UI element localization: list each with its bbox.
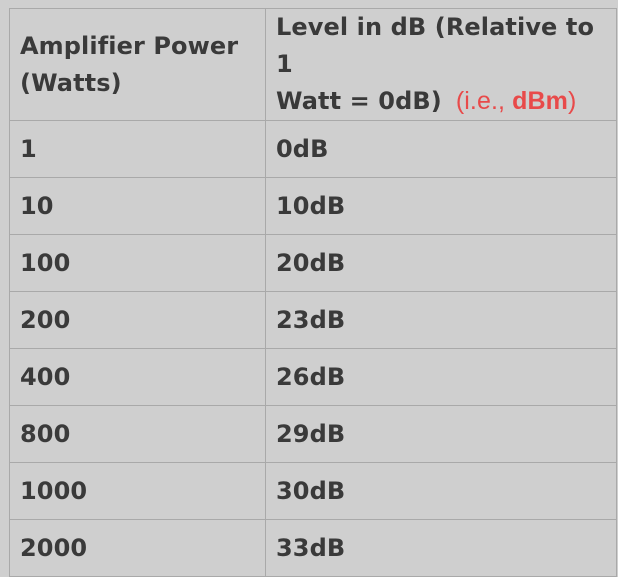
note-open: (i.e., [455,87,513,115]
table-header: Amplifier Power (Watts) Level in dB (Rel… [9,8,617,121]
table-body: 1 0dB 10 10dB 100 20dB 200 23dB 400 26dB… [9,120,617,577]
note-dbm: dBm [512,87,568,115]
table-row: 800 29dB [9,405,617,463]
dbm-note: (i.e., dBm) [456,87,577,115]
level-cell: 23dB [265,291,617,349]
table-row: 1 0dB [9,120,617,178]
header-amplifier-power: Amplifier Power (Watts) [9,8,266,121]
table-row: 200 23dB [9,291,617,349]
header-power-line2: (Watts) [20,68,122,97]
table-row: 1000 30dB [9,462,617,520]
power-cell: 200 [9,291,266,349]
level-cell: 10dB [265,177,617,235]
table-container: Amplifier Power (Watts) Level in dB (Rel… [9,8,617,577]
level-cell: 29dB [265,405,617,463]
power-cell: 2000 [9,519,266,577]
power-db-table: Amplifier Power (Watts) Level in dB (Rel… [9,8,617,577]
level-cell: 33dB [265,519,617,577]
level-cell: 26dB [265,348,617,406]
table-row: 2000 33dB [9,519,617,577]
level-cell: 30dB [265,462,617,520]
power-cell: 800 [9,405,266,463]
header-power-line1: Amplifier Power [20,31,239,60]
table-row: 100 20dB [9,234,617,292]
table-row: 10 10dB [9,177,617,235]
header-level-line2: Watt = 0dB) [276,87,442,115]
power-cell: 1 [9,120,266,178]
level-cell: 20dB [265,234,617,292]
header-row: Amplifier Power (Watts) Level in dB (Rel… [9,8,617,121]
level-cell: 0dB [265,120,617,178]
power-cell: 100 [9,234,266,292]
note-close: ) [567,87,577,115]
power-cell: 10 [9,177,266,235]
power-cell: 400 [9,348,266,406]
header-level-line1: Level in dB (Relative to 1 [276,13,595,78]
header-level-db: Level in dB (Relative to 1 Watt = 0dB) (i… [265,8,617,121]
power-cell: 1000 [9,462,266,520]
table-row: 400 26dB [9,348,617,406]
